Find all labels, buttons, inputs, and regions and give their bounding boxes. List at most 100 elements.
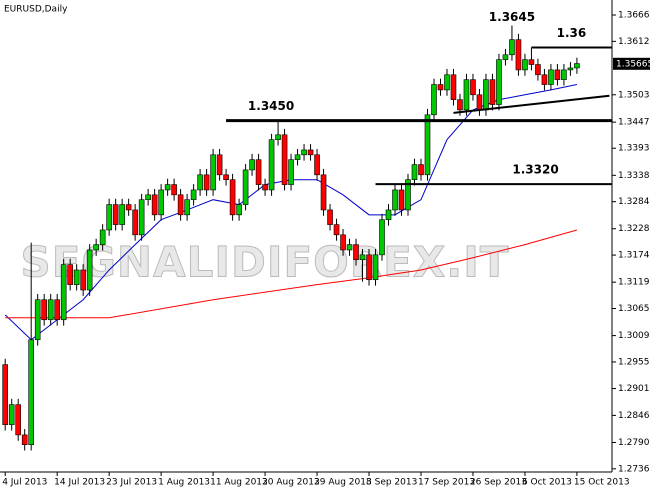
chart-title: EURUSD,Daily (4, 5, 68, 15)
candle-body (353, 244, 359, 261)
candle-body (535, 64, 541, 76)
candle-body (171, 184, 177, 196)
candle-body (223, 174, 229, 180)
y-tick-label: 1.28460 (618, 411, 650, 421)
candle-body (509, 39, 515, 56)
candle-body (229, 179, 236, 216)
candle-body (561, 69, 567, 80)
candle-body (197, 174, 203, 191)
candle-body (112, 204, 119, 225)
candle-body (333, 224, 340, 236)
x-tick-label: 15 Oct 2013 (574, 478, 630, 488)
candle-body (203, 174, 210, 191)
candle-body (346, 244, 353, 251)
y-tick-label: 1.31190 (618, 278, 650, 288)
candle-body (190, 189, 197, 201)
candle-body (106, 204, 112, 231)
candle-body (424, 114, 431, 176)
peak-label: 1.3645 (489, 10, 535, 24)
candle-body (405, 179, 411, 211)
level-label: 1.3450 (248, 99, 294, 113)
candle-body (262, 184, 268, 191)
y-tick-label: 1.35030 (618, 90, 650, 100)
candle-body (463, 79, 470, 111)
candle-body (574, 63, 580, 69)
y-tick-label: 1.36665 (618, 11, 650, 21)
y-tick-label: 1.27905 (618, 438, 650, 448)
candle-body (489, 79, 496, 105)
x-tick-label: 14 Jul 2013 (54, 478, 105, 488)
candle-body (392, 189, 398, 211)
candle-body (496, 59, 502, 105)
candle-body (73, 269, 80, 285)
candle-body (548, 69, 554, 85)
candle-body (236, 204, 242, 216)
y-tick-label: 1.34470 (618, 118, 650, 128)
candle-body (528, 59, 535, 65)
candle-body (67, 264, 73, 285)
candle-body (431, 84, 437, 116)
candle-body (450, 74, 457, 100)
candle-body (567, 67, 574, 71)
candle-body (86, 249, 93, 291)
y-tick-label: 1.32840 (618, 197, 650, 207)
watermark: SEGNALIDIFOREX.IT (21, 238, 510, 287)
candle-body (47, 299, 54, 321)
x-tick-label: 4 Jul 2013 (2, 478, 47, 488)
candle-body (515, 39, 522, 71)
candle-body (138, 199, 145, 236)
x-tick-label: 17 Sep 2013 (418, 478, 475, 488)
candle-body (437, 84, 444, 91)
y-tick-label: 1.36125 (618, 37, 650, 47)
candle-body (327, 209, 333, 225)
candle-body (177, 194, 184, 216)
candle-body (184, 199, 190, 216)
candle-body (268, 139, 275, 191)
candle-body (379, 219, 385, 256)
trend-line (453, 94, 610, 114)
x-tick-label: 23 Jul 2013 (106, 478, 157, 488)
candle-body (99, 229, 106, 245)
last-price-box (613, 57, 650, 70)
candle-body (151, 194, 158, 216)
x-tick-label: 29 Aug 2013 (314, 478, 372, 488)
candle-body (119, 204, 125, 225)
candle-body (483, 79, 489, 111)
candle-body (288, 159, 294, 185)
candle-body (125, 204, 132, 211)
candle-body (444, 74, 450, 91)
candle-body (60, 264, 67, 321)
candle-body (411, 164, 418, 180)
candle-body (34, 299, 41, 341)
candle-body (281, 134, 288, 185)
candle-body (54, 299, 60, 321)
candle-body (132, 209, 138, 236)
candle-body (275, 134, 281, 140)
x-tick-label: 6 Oct 2013 (522, 478, 572, 488)
candle-body (320, 174, 327, 211)
candle-body (255, 159, 262, 185)
candle-body (340, 234, 346, 251)
candle-body (476, 94, 483, 111)
x-tick-label: 26 Sep 2013 (470, 478, 527, 488)
x-tick-label: 8 Sep 2013 (366, 478, 417, 488)
candle-body (242, 169, 249, 205)
candle-body (418, 164, 424, 176)
y-tick-label: 1.31745 (618, 251, 650, 261)
candle-body (294, 154, 301, 160)
candle-body (554, 69, 561, 80)
candle-body (21, 434, 28, 445)
candle-body (385, 209, 392, 221)
candle-body (502, 54, 509, 60)
y-tick-label: 1.33380 (618, 171, 650, 181)
y-tick-label: 1.33935 (618, 144, 650, 154)
candle-body (15, 404, 21, 436)
y-tick-label: 1.29555 (618, 357, 650, 367)
candle-body (314, 154, 320, 176)
y-tick-label: 1.30095 (618, 331, 650, 341)
candle-body (8, 404, 15, 425)
candle-body (2, 364, 8, 425)
candle-body (145, 194, 151, 201)
last-price-label: 1.35665 (616, 59, 650, 69)
